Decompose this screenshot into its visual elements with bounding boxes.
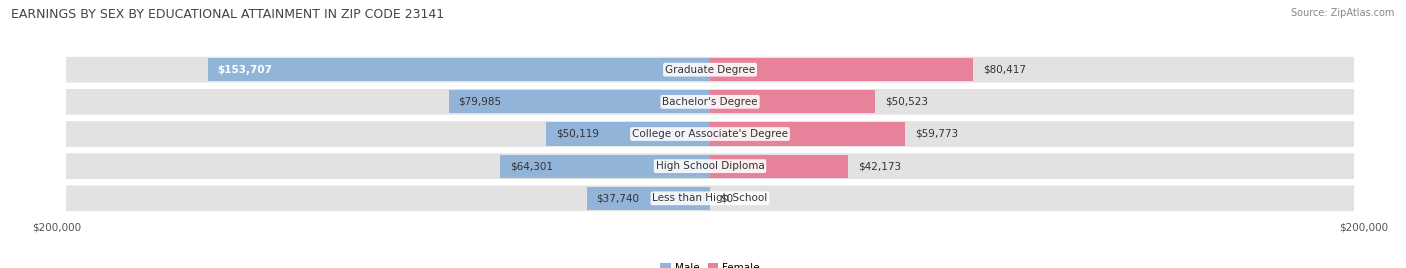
Bar bbox=[208, 58, 710, 81]
FancyBboxPatch shape bbox=[66, 57, 1354, 83]
Text: $80,417: $80,417 bbox=[983, 65, 1026, 75]
Text: Less than High School: Less than High School bbox=[652, 193, 768, 203]
FancyBboxPatch shape bbox=[66, 185, 1354, 211]
Text: $64,301: $64,301 bbox=[509, 161, 553, 171]
Text: $153,707: $153,707 bbox=[218, 65, 273, 75]
Text: High School Diploma: High School Diploma bbox=[655, 161, 765, 171]
Bar bbox=[449, 90, 710, 113]
Text: Source: ZipAtlas.com: Source: ZipAtlas.com bbox=[1291, 8, 1395, 18]
Bar bbox=[710, 90, 875, 113]
Bar bbox=[710, 122, 905, 146]
Text: Bachelor's Degree: Bachelor's Degree bbox=[662, 97, 758, 107]
FancyBboxPatch shape bbox=[66, 121, 1354, 147]
Bar bbox=[501, 155, 710, 178]
Text: College or Associate's Degree: College or Associate's Degree bbox=[633, 129, 787, 139]
Text: $50,119: $50,119 bbox=[555, 129, 599, 139]
Text: $37,740: $37,740 bbox=[596, 193, 640, 203]
Text: $0: $0 bbox=[720, 193, 733, 203]
Text: $59,773: $59,773 bbox=[915, 129, 959, 139]
Text: EARNINGS BY SEX BY EDUCATIONAL ATTAINMENT IN ZIP CODE 23141: EARNINGS BY SEX BY EDUCATIONAL ATTAINMEN… bbox=[11, 8, 444, 21]
Text: $50,523: $50,523 bbox=[884, 97, 928, 107]
FancyBboxPatch shape bbox=[66, 89, 1354, 115]
Text: $42,173: $42,173 bbox=[858, 161, 901, 171]
Text: Graduate Degree: Graduate Degree bbox=[665, 65, 755, 75]
Bar bbox=[546, 122, 710, 146]
FancyBboxPatch shape bbox=[66, 153, 1354, 179]
Legend: Male, Female: Male, Female bbox=[657, 258, 763, 268]
Bar bbox=[710, 58, 973, 81]
Text: $79,985: $79,985 bbox=[458, 97, 502, 107]
Bar bbox=[710, 155, 848, 178]
Bar bbox=[586, 187, 710, 210]
